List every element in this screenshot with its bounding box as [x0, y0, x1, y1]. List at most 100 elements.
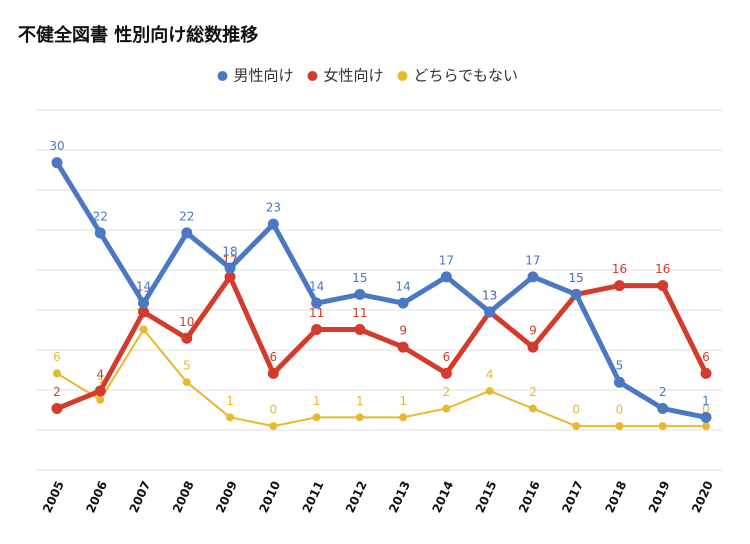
data-point	[138, 297, 150, 309]
data-point	[181, 227, 193, 239]
data-label: 4	[96, 367, 104, 381]
data-label: 17	[439, 253, 454, 267]
data-label: 4	[486, 367, 494, 381]
data-label: 2	[443, 385, 451, 399]
legend-marker	[397, 71, 408, 81]
data-point	[182, 378, 191, 387]
data-point	[94, 227, 106, 239]
data-point	[224, 262, 236, 274]
data-point	[354, 288, 366, 300]
x-tick-label: 2019	[646, 479, 673, 515]
x-tick-label: 2020	[689, 479, 716, 515]
x-tick-label: 2007	[127, 479, 154, 515]
data-point	[615, 422, 624, 431]
data-label: 23	[266, 201, 281, 215]
data-point	[53, 369, 61, 378]
legend-label: どちらでもない	[414, 67, 519, 85]
x-tick-label: 2018	[603, 479, 630, 515]
data-point	[397, 297, 409, 309]
data-label: 0	[702, 403, 710, 417]
data-label: 14	[136, 280, 151, 294]
data-label: 15	[352, 271, 367, 285]
data-point	[657, 403, 669, 415]
data-point	[181, 332, 193, 344]
x-tick-label: 2015	[473, 479, 500, 515]
data-point	[139, 325, 148, 334]
data-point	[399, 413, 408, 422]
data-point	[702, 422, 710, 431]
data-label: 18	[222, 245, 237, 259]
x-tick-label: 2014	[429, 479, 456, 515]
data-label: 13	[482, 288, 497, 302]
x-tick-label: 2006	[83, 479, 110, 515]
data-point	[658, 422, 667, 431]
legend-label: 女性向け	[324, 67, 384, 85]
data-point	[484, 306, 496, 318]
data-point	[354, 324, 366, 336]
data-point	[700, 411, 712, 423]
data-label: 9	[399, 324, 407, 338]
data-point	[51, 403, 63, 415]
data-point	[138, 306, 150, 318]
x-tick-label: 2005	[40, 479, 67, 515]
data-label: 6	[53, 350, 61, 364]
data-label: 13	[482, 288, 497, 302]
data-label: 2	[529, 385, 537, 399]
data-label: 3	[96, 376, 104, 390]
data-label: 2	[53, 385, 61, 399]
data-label: 0	[572, 403, 580, 417]
data-label: 15	[569, 271, 584, 285]
data-point	[311, 324, 323, 336]
legend-marker	[217, 71, 228, 81]
data-point	[570, 288, 582, 300]
legend-label: 男性向け	[234, 67, 294, 85]
data-point	[51, 157, 63, 169]
data-label: 6	[270, 350, 278, 364]
data-point	[527, 271, 539, 283]
data-label: 11	[309, 306, 324, 320]
x-tick-label: 2016	[516, 479, 543, 515]
data-point	[267, 218, 279, 230]
series-line	[56, 328, 706, 428]
data-label: 16	[612, 262, 627, 276]
data-label: 1	[313, 394, 321, 408]
data-label: 16	[655, 262, 670, 276]
x-tick-label: 2012	[343, 479, 370, 515]
data-label: 15	[569, 271, 584, 285]
data-label: 6	[702, 350, 710, 364]
series-line	[54, 161, 707, 420]
data-point	[226, 413, 235, 422]
data-label: 0	[270, 403, 278, 417]
data-point	[355, 413, 364, 422]
x-tick-label: 2017	[559, 479, 586, 515]
data-point	[94, 385, 106, 397]
data-point	[267, 367, 279, 379]
x-tick-label: 2010	[256, 479, 283, 515]
data-point	[700, 367, 712, 379]
data-label: 17	[525, 253, 540, 267]
data-label: 9	[529, 324, 537, 338]
data-label: 22	[179, 209, 194, 223]
data-label: 11	[352, 306, 367, 320]
data-point	[613, 376, 625, 388]
data-point	[440, 271, 452, 283]
data-label: 1	[226, 394, 234, 408]
x-tick-label: 2009	[213, 479, 240, 515]
legend-marker	[307, 71, 318, 81]
data-label: 1	[702, 394, 710, 408]
data-point	[224, 271, 236, 283]
data-point	[96, 395, 105, 404]
data-point	[442, 404, 451, 413]
data-point	[440, 367, 452, 379]
data-point	[528, 404, 537, 413]
x-tick-label: 2011	[300, 479, 327, 515]
data-label: 22	[93, 209, 108, 223]
x-tick-label: 2013	[386, 479, 413, 515]
x-tick-label: 2008	[170, 479, 197, 515]
data-label: 5	[616, 359, 624, 373]
data-label: 1	[399, 394, 407, 408]
data-point	[657, 280, 669, 292]
data-label: 30	[49, 139, 64, 153]
data-point	[312, 413, 321, 422]
